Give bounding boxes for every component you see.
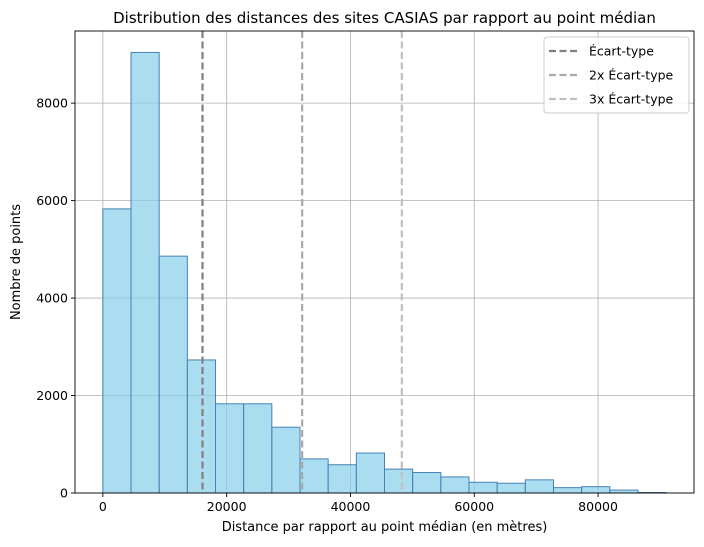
y-tick-label: 6000 bbox=[36, 193, 68, 208]
histogram-bar bbox=[412, 472, 442, 494]
histogram-bar bbox=[130, 51, 160, 494]
histogram-bar bbox=[440, 476, 470, 494]
x-tick-label: 80000 bbox=[578, 499, 618, 514]
legend-label: Écart-type bbox=[589, 44, 654, 59]
legend: Écart-type 2x Écart-type 3x Écart-type bbox=[543, 36, 690, 114]
y-tick-label: 2000 bbox=[36, 388, 68, 403]
legend-label: 2x Écart-type bbox=[589, 68, 674, 83]
y-tick-label: 0 bbox=[60, 486, 68, 501]
histogram-bar bbox=[158, 255, 188, 494]
histogram-bar bbox=[215, 403, 245, 494]
histogram-bar bbox=[552, 487, 583, 494]
legend-box bbox=[543, 36, 690, 114]
y-axis-ticks: 0 2000 4000 6000 8000 bbox=[36, 96, 75, 501]
x-axis-label: Distance par rapport au point médian (en… bbox=[222, 520, 548, 535]
histogram-bar bbox=[243, 403, 273, 494]
histogram-bar bbox=[355, 452, 386, 494]
histogram-bar bbox=[327, 464, 357, 494]
histogram-bar bbox=[524, 479, 554, 494]
x-tick-label: 20000 bbox=[207, 499, 247, 514]
x-axis-ticks: 0 20000 40000 60000 80000 bbox=[99, 493, 618, 514]
histogram-bar bbox=[468, 481, 498, 494]
x-tick-label: 60000 bbox=[454, 499, 494, 514]
chart-title: Distribution des distances des sites CAS… bbox=[113, 9, 656, 27]
histogram-bars bbox=[102, 51, 667, 494]
histogram-bar bbox=[299, 458, 329, 494]
histogram-bar bbox=[581, 486, 611, 494]
histogram-bar bbox=[384, 468, 414, 494]
y-axis-label: Nombre de points bbox=[9, 204, 24, 320]
plot-frame bbox=[74, 30, 695, 494]
reference-lines bbox=[201, 31, 403, 493]
x-tick-label: 40000 bbox=[331, 499, 371, 514]
histogram-bar bbox=[271, 426, 301, 494]
histogram-bar bbox=[102, 208, 132, 494]
y-tick-label: 8000 bbox=[36, 96, 68, 111]
histogram-bar bbox=[496, 482, 526, 494]
legend-label: 3x Écart-type bbox=[589, 92, 674, 107]
y-tick-label: 4000 bbox=[36, 291, 68, 306]
x-tick-label: 0 bbox=[99, 499, 107, 514]
